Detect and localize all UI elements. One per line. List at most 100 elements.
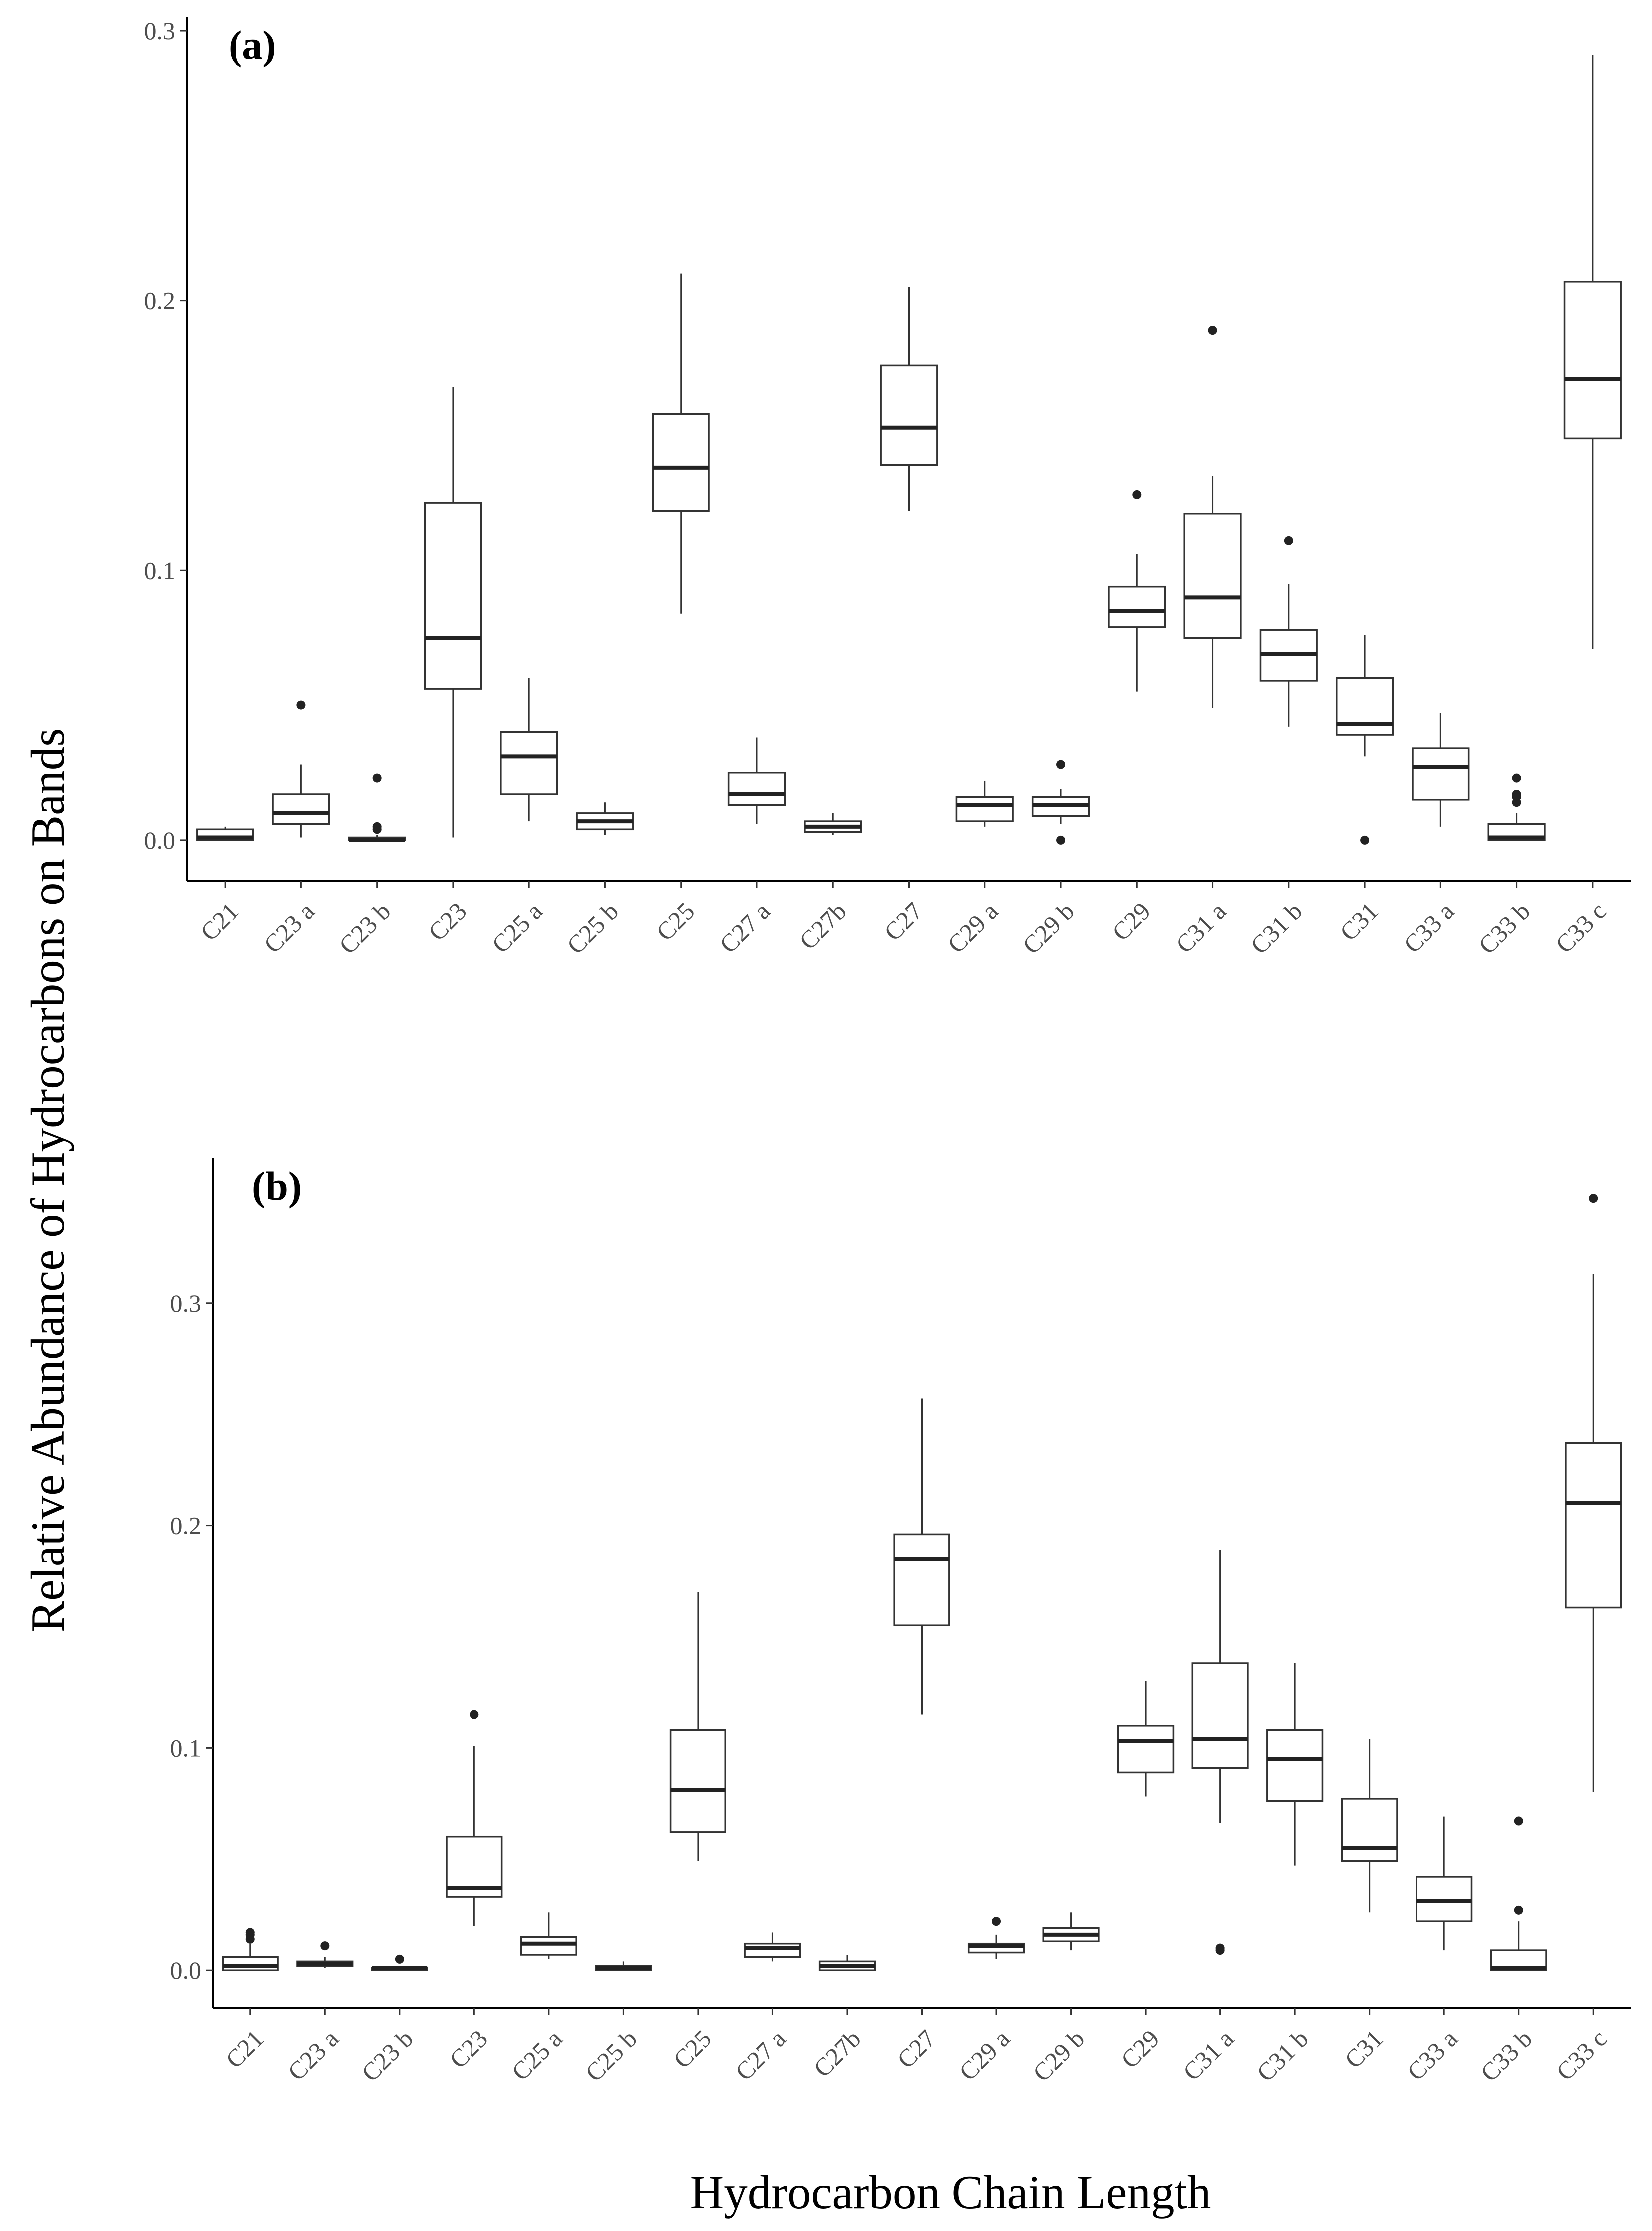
box-iqr bbox=[893, 1533, 950, 1626]
outlier-point bbox=[1056, 835, 1066, 845]
outlier-point bbox=[1056, 760, 1066, 769]
outlier-point bbox=[1284, 536, 1293, 545]
category-label: C31 b bbox=[1251, 2024, 1314, 2087]
box-iqr bbox=[880, 364, 938, 466]
box-c29-b bbox=[1042, 1912, 1100, 1951]
category-label: C21 bbox=[220, 2024, 269, 2074]
category-label: C25 bbox=[651, 897, 700, 946]
box-c25-b bbox=[595, 1961, 652, 1971]
outlier-point bbox=[1514, 1816, 1523, 1826]
box-c23 bbox=[424, 387, 482, 838]
box-c27 bbox=[893, 1398, 950, 1715]
box-iqr bbox=[222, 1956, 279, 1971]
outlier-point bbox=[395, 1954, 404, 1964]
box-c25-a bbox=[520, 1912, 577, 1959]
outlier-point bbox=[470, 1710, 479, 1719]
x-axis-title: Hydrocarbon Chain Length bbox=[690, 2166, 1211, 2219]
box-c33-c bbox=[1563, 55, 1622, 649]
box-c31-a bbox=[1183, 326, 1242, 708]
category-label: C33 c bbox=[1550, 897, 1612, 958]
box-c29 bbox=[1117, 1681, 1175, 1797]
y-tick-label: 0.0 bbox=[144, 826, 176, 854]
category-label: C31 bbox=[1339, 2024, 1389, 2074]
category-label: C23 b bbox=[356, 2024, 419, 2087]
outlier-point bbox=[1215, 1943, 1225, 1953]
outlier-point bbox=[1132, 490, 1142, 499]
outlier-point bbox=[1512, 790, 1521, 799]
category-label: C23 a bbox=[282, 2024, 344, 2086]
panel-a: 0.0 0.1 0.2 0.3 (a) C21 C23 a C23 b C23 C25 a C25 … bbox=[144, 17, 1631, 959]
category-label: C27b bbox=[794, 897, 852, 955]
box-iqr bbox=[1563, 281, 1622, 440]
box-c23-a bbox=[272, 700, 330, 838]
category-label: C29 a bbox=[954, 2024, 1015, 2086]
category-label: C23 a bbox=[258, 897, 320, 958]
outlier-point bbox=[320, 1941, 330, 1951]
category-label: C31 a bbox=[1178, 2024, 1239, 2086]
category-label: C33 a bbox=[1402, 2024, 1463, 2086]
category-label: C27 a bbox=[730, 2024, 791, 2086]
category-label: C31 b bbox=[1245, 897, 1308, 959]
box-iqr bbox=[1183, 513, 1242, 639]
y-tick-label: 0.1 bbox=[170, 1734, 202, 1762]
box-iqr bbox=[1412, 747, 1470, 801]
box-c31 bbox=[1335, 635, 1394, 845]
box-iqr bbox=[652, 413, 710, 512]
box-c27-a bbox=[727, 737, 786, 824]
box-c23 bbox=[446, 1710, 503, 1926]
box-c31-b bbox=[1259, 536, 1318, 727]
box-iqr bbox=[1117, 1725, 1175, 1774]
box-c21 bbox=[196, 826, 254, 841]
panel-label: (b) bbox=[252, 1163, 302, 1209]
box-iqr bbox=[955, 796, 1014, 822]
category-label: C25 b bbox=[580, 2024, 642, 2087]
category-label: C25 b bbox=[561, 897, 624, 959]
category-label: C31 a bbox=[1170, 897, 1231, 958]
y-tick-label: 0.3 bbox=[144, 17, 176, 45]
box-c33-c bbox=[1565, 1194, 1622, 1792]
outlier-point bbox=[1512, 773, 1521, 783]
box-c33-a bbox=[1412, 713, 1470, 827]
category-label: C33 a bbox=[1398, 897, 1459, 958]
box-iqr bbox=[1191, 1662, 1249, 1769]
category-label: C29 bbox=[1115, 2024, 1165, 2074]
outlier-point bbox=[1514, 1905, 1523, 1915]
box-c31-b bbox=[1266, 1663, 1324, 1866]
category-label: C33 c bbox=[1551, 2024, 1612, 2086]
outlier-point bbox=[296, 700, 306, 710]
outlier-point bbox=[1208, 326, 1217, 335]
outlier-point bbox=[1360, 835, 1370, 845]
box-iqr bbox=[424, 502, 482, 690]
category-label: C23 bbox=[423, 897, 472, 946]
box-c29-b bbox=[1031, 760, 1090, 845]
panel-b: 0.0 0.1 0.2 0.3 (b) C21 C23 a C23 b C23 C25 a C25 … bbox=[170, 1158, 1631, 2087]
box-iqr bbox=[1341, 1798, 1398, 1862]
box-iqr bbox=[520, 1936, 577, 1956]
y-tick-label: 0.2 bbox=[144, 287, 176, 315]
category-label: C31 bbox=[1334, 897, 1384, 946]
box-c27 bbox=[880, 287, 938, 511]
outlier-point bbox=[992, 1917, 1001, 1926]
y-tick-label: 0.3 bbox=[170, 1289, 202, 1317]
box-c29-a bbox=[955, 780, 1014, 827]
box-c25 bbox=[669, 1592, 726, 1861]
box-iqr bbox=[1108, 585, 1166, 628]
category-label: C23 bbox=[444, 2024, 493, 2074]
box-iqr bbox=[500, 731, 558, 795]
box-c23-b bbox=[348, 773, 406, 842]
outlier-point bbox=[1589, 1194, 1598, 1203]
category-label: C33 b bbox=[1473, 897, 1535, 959]
outlier-point bbox=[372, 773, 382, 783]
box-iqr bbox=[727, 772, 786, 806]
box-iqr bbox=[744, 1942, 801, 1958]
box-iqr bbox=[1416, 1876, 1473, 1922]
y-tick-label: 0.2 bbox=[170, 1512, 202, 1540]
category-label: C27b bbox=[808, 2024, 866, 2082]
category-label: C27 a bbox=[714, 897, 776, 958]
category-label: C27 bbox=[879, 897, 928, 946]
category-label: C25 a bbox=[506, 2024, 568, 2086]
box-iqr bbox=[1565, 1442, 1622, 1609]
category-label: C25 a bbox=[486, 897, 548, 958]
category-label: C29 b bbox=[1017, 897, 1080, 959]
